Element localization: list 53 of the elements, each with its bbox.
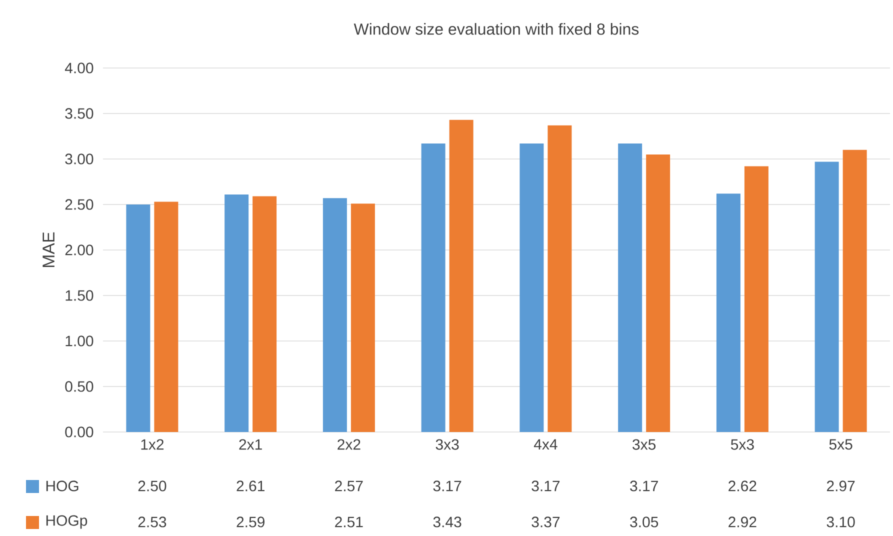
x-tick-label: 2x1	[239, 439, 262, 450]
y-tick-label: 0.00	[65, 426, 94, 438]
bar	[449, 120, 474, 432]
y-tick-label: 0.50	[65, 381, 94, 392]
bar	[421, 144, 446, 432]
y-tick-label: 3.00	[65, 154, 94, 164]
y-tick-label: 1.00	[66, 336, 94, 346]
legend-label: HOGp	[46, 515, 88, 529]
bar	[548, 125, 572, 432]
x-tick-label: 1x2	[141, 439, 164, 450]
data-label: 3.37	[532, 516, 560, 528]
x-tick-label: 3x5	[632, 439, 656, 450]
y-tick-label: 4.00	[64, 62, 94, 74]
x-tick-label: 5x3	[730, 439, 754, 450]
x-tick-label: 2x2	[338, 439, 360, 450]
bar	[322, 198, 347, 432]
x-tick-label: 4x4	[534, 439, 558, 450]
data-label: 3.10	[826, 516, 855, 528]
bar	[126, 204, 150, 432]
data-label: 2.59	[236, 516, 264, 528]
bar	[842, 150, 867, 432]
data-label: 3.17	[433, 480, 462, 492]
y-tick-label: 2.00	[65, 244, 94, 256]
data-label: 2.97	[826, 480, 855, 492]
x-tick-label: 5x5	[829, 439, 852, 450]
bar	[814, 162, 839, 432]
bar	[224, 194, 249, 432]
data-label: 2.51	[335, 516, 363, 528]
data-label: 3.05	[630, 516, 658, 528]
bar	[252, 196, 277, 432]
data-label: 2.62	[728, 480, 756, 492]
bar	[154, 202, 178, 432]
data-label: 2.53	[138, 516, 166, 528]
data-label: 3.17	[630, 480, 658, 492]
data-label: 2.57	[335, 480, 363, 492]
y-axis-title: MAE	[42, 232, 54, 268]
y-tick-label: 2.50	[65, 199, 94, 210]
data-label: 2.61	[236, 480, 264, 492]
data-label: 2.50	[138, 480, 166, 492]
bar	[716, 194, 740, 432]
bar	[618, 144, 642, 432]
bar	[646, 154, 670, 432]
x-tick-label: 3x3	[436, 439, 459, 450]
data-label: 3.43	[433, 516, 462, 528]
bar	[350, 204, 375, 432]
y-tick-label: 3.50	[65, 108, 94, 119]
data-label: 3.17	[532, 480, 560, 492]
chart-title: Window size evaluation with fixed 8 bins	[354, 23, 639, 35]
y-tick-label: 1.50	[66, 290, 94, 301]
bar	[744, 166, 768, 432]
data-label: 2.92	[728, 516, 756, 528]
legend-label: HOG	[46, 480, 78, 492]
bar	[520, 144, 544, 432]
